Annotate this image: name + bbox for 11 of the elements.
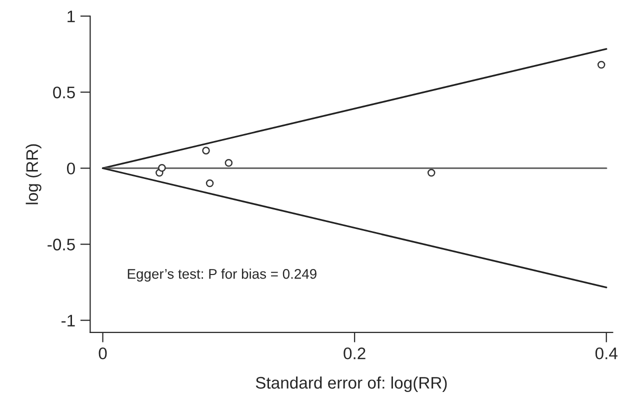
x-tick-label: 0 [98, 348, 107, 360]
y-tick-label: -0.5 [48, 238, 75, 250]
y-axis-title: log (RR) [26, 144, 42, 204]
x-tick-label: 0.2 [344, 348, 366, 360]
y-tick-label: 0.5 [53, 86, 75, 98]
x-axis-title: Standard error of: log(RR) [256, 376, 447, 392]
y-tick-label: -1 [62, 314, 75, 326]
annotation: Egger’s test: P for bias = 0.249 [128, 268, 316, 282]
y-tick-label: 1 [68, 10, 75, 22]
y-tick-label: 0 [66, 162, 75, 174]
x-tick-label: 0.4 [595, 348, 618, 360]
